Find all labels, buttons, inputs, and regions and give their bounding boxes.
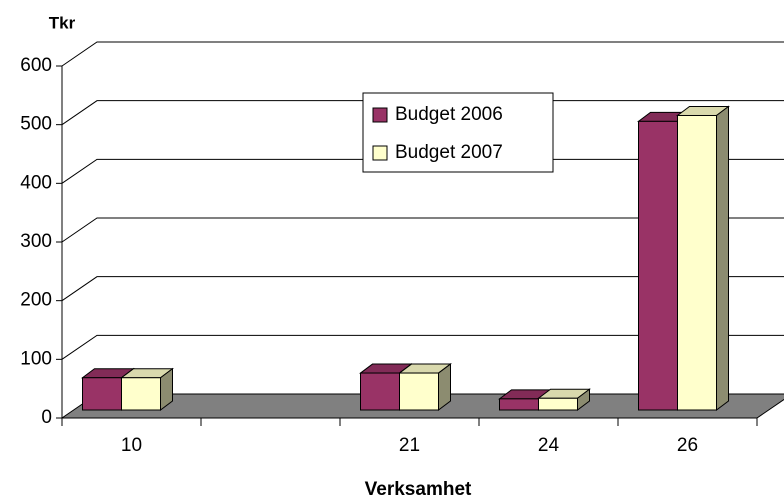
y-tick-label: 200 <box>20 290 52 311</box>
y-tick-label: 300 <box>20 231 52 252</box>
grid-line <box>61 41 784 67</box>
grid-line <box>61 276 784 302</box>
grid-line <box>61 158 784 184</box>
bar-front <box>399 372 439 411</box>
bar <box>398 363 452 411</box>
y-tick-label: 600 <box>20 55 52 76</box>
x-tick-label: 21 <box>399 435 420 456</box>
y-tick-label: 400 <box>20 172 52 193</box>
x-tick-label: 26 <box>677 435 698 456</box>
bar-front <box>360 372 400 411</box>
bar <box>120 367 174 411</box>
legend-label: Budget 2006 <box>395 104 503 125</box>
bar-front <box>121 377 161 411</box>
bar-front <box>677 114 717 411</box>
grid-line <box>61 100 784 126</box>
legend-swatch <box>372 107 388 123</box>
grid-line <box>61 217 784 243</box>
y-tick-label: 0 <box>41 407 52 428</box>
bar <box>537 388 591 411</box>
bar-front <box>82 377 122 411</box>
bar-front <box>499 398 539 411</box>
legend-box <box>362 92 554 173</box>
bar <box>676 105 730 411</box>
bar-side <box>716 105 729 411</box>
bar-front <box>538 397 578 411</box>
legend-label: Budget 2007 <box>395 142 503 163</box>
x-axis-title: Verksamhet <box>365 479 472 500</box>
bar-front <box>638 120 678 411</box>
legend-swatch <box>372 145 388 161</box>
y-tick-label: 500 <box>20 114 52 135</box>
y-tick-label: 100 <box>20 348 52 369</box>
y-axis-title: Tkr <box>49 13 76 32</box>
x-tick-label: 24 <box>538 435 560 456</box>
x-tick-label: 10 <box>121 435 142 456</box>
grid-line <box>61 334 784 360</box>
